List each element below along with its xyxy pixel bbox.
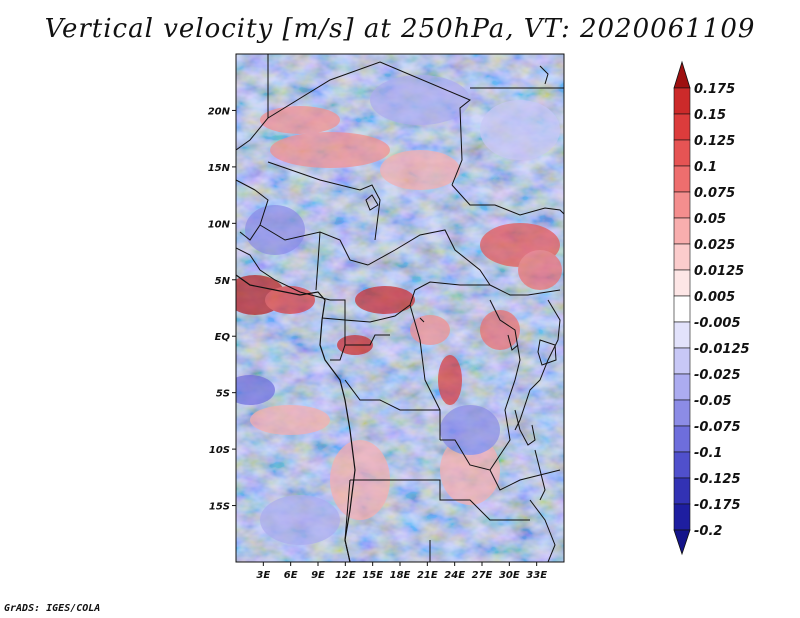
x-tick-label: 24E [444,570,465,581]
y-tick-label: EQ [215,332,231,343]
x-tick-label: 21E [417,570,438,581]
y-tick-label: 15N [208,163,231,174]
colorbar-label: 0.1 [694,160,717,175]
colorbar-segment [673,477,691,505]
colorbar-segment [673,321,691,349]
x-tick-label: 3E [256,570,270,581]
y-tick-label: 20N [208,106,231,117]
colorbar-segment [673,191,691,219]
colorbar-label: 0.15 [694,108,726,123]
colorbar-segment [673,87,691,115]
colorbar-label: 0.0125 [694,264,744,279]
colorbar-segment [673,503,691,531]
colorbar-label: 0.075 [694,186,735,201]
colorbar-segment [673,139,691,167]
country-borders [236,54,564,562]
velocity-field [236,54,564,562]
x-axis: 3E 6E 9E 12E 15E 18E 21E 24E 27E 30E 33E [256,562,547,581]
colorbar-label: -0.125 [694,472,741,487]
colorbar-segment [673,165,691,193]
colorbar-label: 0.025 [694,238,735,253]
colorbar-segment [673,217,691,245]
y-tick-label: 5S [216,389,230,400]
colorbar-bottom-arrow [673,529,691,556]
colorbar-segment [673,347,691,375]
colorbar-segment [673,451,691,479]
colorbar-segment [673,373,691,401]
colorbar-segment [673,399,691,427]
x-tick-label: 6E [284,570,298,581]
x-tick-label: 12E [335,570,356,581]
x-tick-label: 33E [526,570,547,581]
colorbar: 0.175 0.15 0.125 0.1 0.075 0.05 0.025 0.0125 0.0… [673,60,750,556]
x-tick-label: 9E [311,570,325,581]
colorbar-label: -0.005 [694,316,741,331]
y-tick-label: 10S [209,445,230,456]
colorbar-segment [673,295,691,323]
y-axis: 20N 15N 10N 5N EQ 5S 10S 15S [208,106,236,513]
colorbar-label: 0.005 [694,290,735,305]
x-tick-label: 18E [390,570,411,581]
colorbar-label: -0.025 [694,368,741,383]
colorbar-label: -0.1 [694,446,722,461]
colorbar-top-arrow [673,60,691,89]
x-tick-label: 15E [362,570,383,581]
colorbar-segment [673,243,691,271]
y-tick-label: 15S [209,502,230,513]
credit-text: GrADS: IGES/COLA [4,603,101,614]
y-tick-label: 5N [215,276,231,287]
colorbar-label: 0.175 [694,82,735,97]
colorbar-label: 0.125 [694,134,735,149]
colorbar-segment [673,425,691,453]
colorbar-segment [673,269,691,297]
colorbar-label: -0.075 [694,420,741,435]
x-tick-label: 27E [472,570,493,581]
colorbar-label: -0.175 [694,498,741,513]
x-tick-label: 30E [499,570,520,581]
colorbar-label: -0.05 [694,394,731,409]
colorbar-segment [673,113,691,141]
y-tick-label: 10N [208,219,231,230]
colorbar-label: 0.05 [694,212,726,227]
figure-title: Vertical velocity [m/s] at 250hPa, VT: 2… [44,14,756,44]
colorbar-label: -0.0125 [694,342,750,357]
colorbar-label: -0.2 [694,524,722,539]
